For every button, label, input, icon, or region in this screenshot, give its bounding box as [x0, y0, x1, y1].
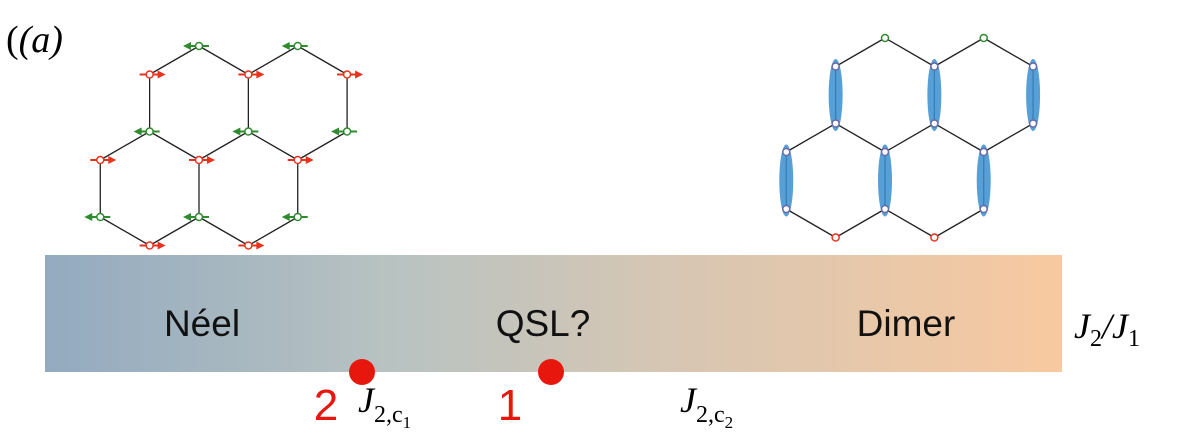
bond: [885, 209, 934, 238]
spin-arrow-head: [331, 128, 339, 136]
diagram: ((a) Néel QSL? Dimer J2/J1 2 1 J2,c1 J2,…: [0, 0, 1204, 442]
site: [832, 234, 839, 241]
bond: [298, 132, 347, 161]
site: [783, 206, 790, 213]
site: [344, 71, 351, 78]
site: [196, 214, 203, 221]
spin-arrow-head: [256, 71, 264, 79]
phase-label: Dimer: [857, 303, 956, 344]
point-label: 2: [314, 381, 338, 430]
site: [344, 128, 351, 135]
bond: [248, 132, 297, 161]
bond: [934, 209, 983, 238]
bond: [100, 217, 149, 246]
site: [294, 214, 301, 221]
site: [783, 149, 790, 156]
site: [146, 242, 153, 249]
spin-arrow-head: [355, 71, 363, 79]
site: [882, 35, 889, 42]
point-marker: [538, 359, 564, 385]
axis-separator: /J: [1100, 306, 1130, 346]
site: [980, 149, 987, 156]
spin-arrow-head: [282, 42, 290, 50]
site: [97, 214, 104, 221]
site: [146, 128, 153, 135]
spin-arrow-head: [183, 213, 191, 221]
bond: [934, 38, 983, 67]
panel-label-text: (a): [19, 19, 63, 61]
bond: [984, 38, 1033, 67]
site: [146, 71, 153, 78]
site: [931, 234, 938, 241]
dimer-lattice: [779, 35, 1040, 242]
bond: [298, 46, 347, 75]
site: [245, 242, 252, 249]
spin-arrow-head: [158, 242, 166, 250]
spin-arrow-head: [108, 156, 116, 164]
spin-arrow-head: [183, 42, 191, 50]
site: [931, 63, 938, 70]
site: [882, 149, 889, 156]
phase-label: Néel: [164, 303, 240, 344]
spin-arrow-head: [207, 156, 215, 164]
site: [294, 157, 301, 164]
bond: [248, 217, 297, 246]
critical-subscript: 2,c: [374, 402, 403, 428]
neel-lattice: [84, 42, 363, 250]
spin-arrow-head: [232, 128, 240, 136]
site: [245, 71, 252, 78]
bond: [786, 209, 835, 238]
point-label: 1: [498, 381, 522, 430]
site: [832, 63, 839, 70]
site: [1030, 63, 1037, 70]
spin-arrow-head: [306, 156, 314, 164]
critical-label: J2,c2: [680, 380, 733, 432]
spin-arrow-head: [84, 213, 92, 221]
critical-subscript: 2,c: [696, 402, 725, 428]
site: [980, 35, 987, 42]
spin-arrow-head: [282, 213, 290, 221]
panel-label: ((a): [6, 19, 63, 61]
site: [832, 120, 839, 127]
bond: [786, 124, 835, 153]
bond: [199, 217, 248, 246]
axis-label: J2/J1: [1074, 306, 1140, 352]
critical-label: J2,c1: [358, 380, 411, 432]
bond: [984, 124, 1033, 153]
axis-subscript: 1: [1128, 326, 1140, 352]
phase-label: QSL?: [496, 303, 591, 344]
bond: [836, 209, 885, 238]
bond: [885, 38, 934, 67]
site: [196, 43, 203, 50]
bond: [934, 124, 983, 153]
site: [980, 206, 987, 213]
bond: [836, 124, 885, 153]
bond: [248, 46, 297, 75]
critical-sub-subscript: 1: [403, 413, 412, 432]
bond: [836, 38, 885, 67]
site: [97, 157, 104, 164]
site: [882, 206, 889, 213]
bond: [150, 132, 199, 161]
bond: [885, 124, 934, 153]
site: [196, 157, 203, 164]
spin-arrow-head: [134, 128, 142, 136]
critical-sub-subscript: 2: [725, 413, 734, 432]
spin-arrow-head: [256, 242, 264, 250]
site: [1030, 120, 1037, 127]
bond: [150, 46, 199, 75]
bond: [199, 132, 248, 161]
site: [245, 128, 252, 135]
spin-arrow-head: [158, 71, 166, 79]
bond: [199, 46, 248, 75]
axis-subscript: 2: [1090, 326, 1102, 352]
site: [294, 43, 301, 50]
bond: [100, 132, 149, 161]
page: {"panel_label": "(a)", "phases": ["Néel"…: [0, 0, 1204, 442]
bond: [150, 217, 199, 246]
site: [931, 120, 938, 127]
